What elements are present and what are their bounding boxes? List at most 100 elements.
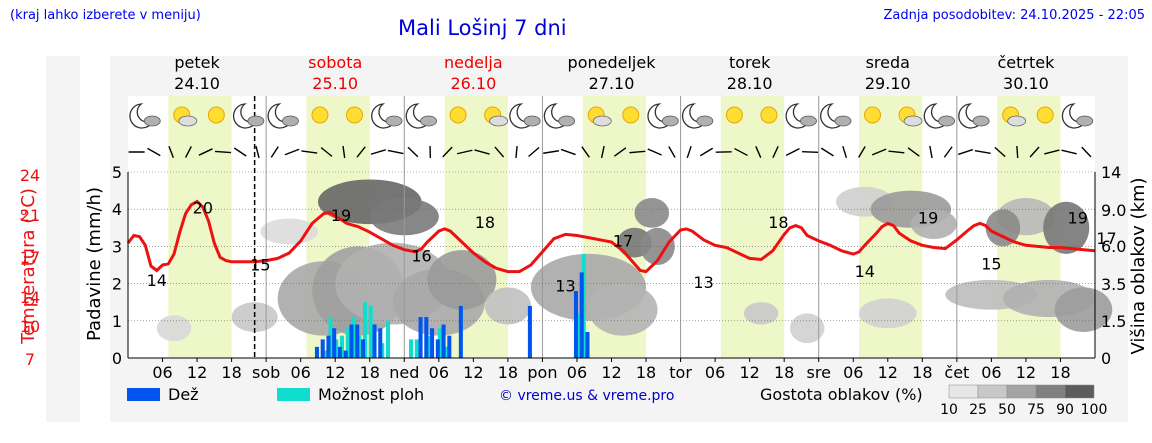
sun-icon: [311, 106, 329, 124]
day-name: sreda: [865, 53, 910, 72]
x-tick-label: 06: [843, 363, 863, 382]
cloud-icon: [696, 115, 714, 127]
x-tick-label: 06: [705, 363, 725, 382]
wind-barb: [755, 146, 762, 158]
cloud-icon: [178, 115, 198, 127]
rain-bar: [326, 335, 331, 358]
cloud-icon: [489, 115, 509, 127]
page-title: Mali Lošinj 7 dni: [398, 16, 567, 40]
cloud-layer: [1043, 201, 1090, 254]
cloud-icon: [834, 115, 852, 127]
wind-barb: [1044, 149, 1060, 155]
day-header: sobota 25.10: [275, 52, 395, 94]
x-tick-label: 12: [878, 363, 898, 382]
precip-tick-label: 4: [112, 200, 122, 219]
wind-barb: [284, 148, 300, 156]
sun-icon: [345, 106, 363, 124]
x-tick-label: 18: [498, 363, 518, 382]
shower-bar: [386, 320, 391, 358]
location-hint: (kraj lahko izberete v meniju): [10, 8, 201, 23]
wind-barb: [1016, 145, 1019, 159]
wind-barb: [668, 146, 676, 158]
x-tick-label: 06: [290, 363, 310, 382]
temp-tick-label: 24: [20, 166, 40, 185]
wind-barb: [929, 145, 933, 159]
daylight-band: [168, 96, 232, 358]
cloud-layer: [634, 198, 670, 228]
x-tick-label: 06: [981, 363, 1001, 382]
rain-bar: [349, 324, 354, 358]
rain-bar: [441, 324, 446, 358]
day-date: 29.10: [864, 74, 911, 93]
wind-barb: [494, 146, 505, 158]
cloud-layer: [1054, 287, 1113, 332]
wind-barb: [629, 150, 646, 154]
legend-rain-label: Dež: [168, 385, 199, 404]
cloud-density-step: 90: [1056, 402, 1074, 418]
cloud-tick-label: 3.5: [1101, 275, 1126, 294]
temperature-label: 16: [411, 247, 431, 266]
wind-barb: [943, 146, 953, 158]
wind-barb: [214, 150, 231, 154]
temp-axis-title: Temperatura (°C): [18, 188, 39, 345]
wind-barb: [785, 148, 800, 156]
x-tick-label: 12: [463, 363, 483, 382]
wind-barb: [233, 147, 247, 157]
cloud-tick-label: 14: [1101, 163, 1121, 182]
wind-barb: [1081, 146, 1092, 158]
wind-barb: [772, 146, 779, 158]
precip-tick-label: 0: [112, 349, 122, 368]
x-tick-label: čet: [944, 363, 969, 382]
cloud-icon: [247, 115, 265, 127]
rain-bar: [355, 324, 360, 358]
sun-icon: [864, 106, 882, 124]
wind-barb: [974, 149, 991, 155]
cloud-icon: [800, 115, 817, 127]
day-name: torek: [728, 53, 771, 72]
copyright[interactable]: © vreme.us & vreme.pro: [499, 388, 675, 404]
wind-barb: [560, 148, 576, 156]
wind-barb: [543, 150, 559, 154]
rain-bar: [372, 324, 377, 358]
wind-barb: [957, 148, 974, 156]
cloud-icon: [592, 115, 612, 127]
sun-icon: [725, 106, 743, 124]
temperature-label: 14: [147, 271, 167, 290]
shower-bar: [362, 302, 368, 358]
wind-barb: [613, 147, 627, 157]
day-name: četrtek: [997, 53, 1055, 72]
temp-tick-label: 7: [25, 350, 35, 369]
wind-barb: [647, 148, 662, 156]
temperature-label: 17: [613, 231, 633, 250]
day-name: petek: [174, 53, 220, 72]
temperature-label: 19: [331, 206, 351, 225]
day-header: nedelja 26.10: [413, 52, 533, 94]
x-tick-label: 12: [1016, 363, 1036, 382]
wind-barb: [600, 145, 605, 159]
wind-barb: [147, 147, 161, 157]
cloud-layer: [859, 298, 917, 329]
wind-barb: [871, 148, 887, 156]
left-axis-strip: [46, 56, 80, 422]
precip-tick-label: 3: [112, 237, 122, 256]
wind-barb: [515, 145, 518, 159]
day-date: 26.10: [450, 74, 497, 93]
temp-tick-label: 10: [20, 317, 40, 336]
temperature-line: [126, 199, 1096, 274]
day-name: nedelja: [444, 53, 503, 72]
day-header: petek 24.10: [137, 52, 257, 94]
day-date: 25.10: [312, 74, 359, 93]
wind-barb: [320, 147, 333, 157]
rain-bar: [337, 346, 342, 358]
day-date: 30.10: [1003, 74, 1049, 93]
temperature-label: 15: [981, 254, 1001, 273]
x-tick-label: 18: [221, 363, 241, 382]
x-tick-label: 18: [636, 363, 656, 382]
precip-axis-title: Padavine (mm/h): [84, 187, 105, 341]
sun-icon: [622, 106, 640, 124]
wind-barb: [474, 149, 490, 155]
last-updated: Zadnja posodobitev: 24.10.2025 - 22:05: [883, 8, 1145, 23]
temperature-label: 18: [768, 213, 788, 232]
shower-bar: [345, 328, 350, 358]
cloud-icon: [1007, 115, 1027, 127]
